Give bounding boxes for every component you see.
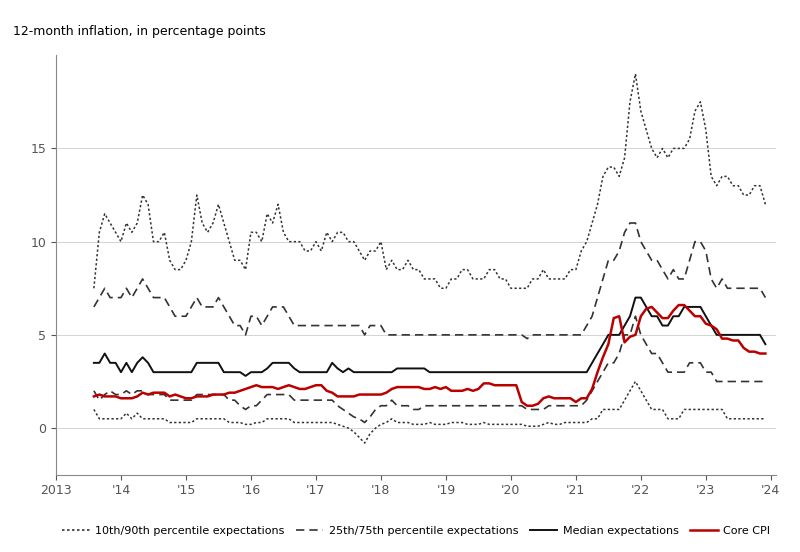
Legend: 10th/90th percentile expectations, 25th/75th percentile expectations, Median exp: 10th/90th percentile expectations, 25th/… — [58, 522, 774, 540]
Text: 12-month inflation, in percentage points: 12-month inflation, in percentage points — [13, 25, 266, 39]
